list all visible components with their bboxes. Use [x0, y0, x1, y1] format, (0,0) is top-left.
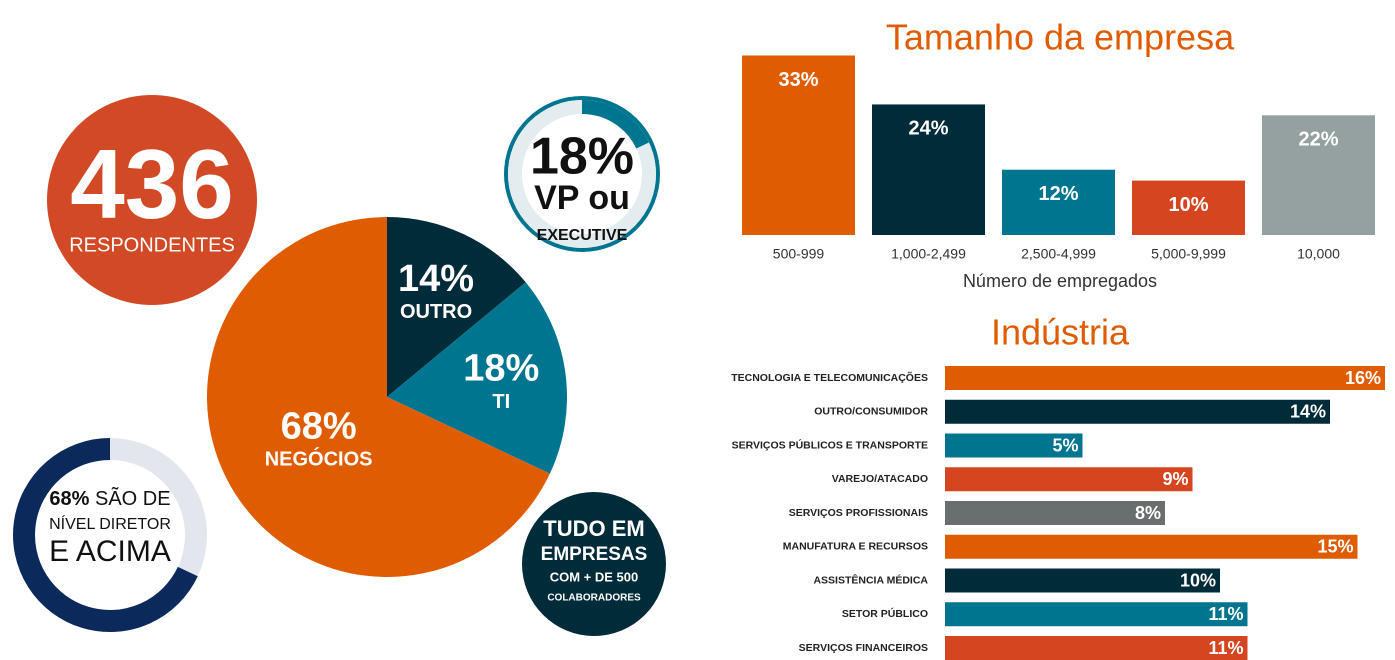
- pie-slice: [387, 282, 568, 474]
- bar: [945, 636, 1248, 660]
- y-tick-label: SERVIÇOS FINANCEIROS: [799, 642, 928, 654]
- bar: [945, 399, 1330, 424]
- bar: [945, 433, 1083, 458]
- donut-label: E ACIMA: [49, 535, 171, 568]
- bar-value: 10%: [1180, 570, 1216, 590]
- donut-value: 68%: [49, 488, 89, 510]
- y-tick-label: SERVIÇOS PROFISSIONAIS: [789, 507, 928, 519]
- bar: [742, 55, 855, 236]
- bar-value: 16%: [1345, 368, 1381, 388]
- bar-value: 24%: [908, 118, 948, 140]
- donut-value: 18%: [530, 128, 634, 186]
- chart-title: Indústria: [991, 312, 1130, 353]
- donut-rim: [504, 96, 660, 252]
- slice-label: OUTRO: [400, 301, 472, 323]
- note-line: COM + DE 500: [550, 569, 639, 584]
- slice-label: TI: [492, 391, 510, 413]
- bar: [1262, 115, 1375, 235]
- donut-label: NÍVEL DIRETOR: [49, 514, 171, 533]
- bar: [945, 534, 1358, 559]
- bar-value: 33%: [778, 69, 818, 91]
- bar: [945, 501, 1165, 525]
- bar-value: 22%: [1298, 129, 1338, 151]
- x-tick-label: 10,000: [1297, 246, 1340, 262]
- respondents-label: RESPONDENTES: [69, 234, 235, 256]
- donut-label: 68% SÃO DE: [49, 486, 170, 510]
- bar: [945, 366, 1385, 390]
- bar-value: 15%: [1317, 537, 1353, 557]
- x-axis-label: Número de empregados: [963, 271, 1157, 291]
- bar: [872, 104, 985, 235]
- donut-label: VP ou: [534, 179, 630, 217]
- bar-value: 14%: [1290, 402, 1326, 422]
- pie-slice: [387, 217, 526, 397]
- y-tick-label: SERVIÇOS PÚBLICOS E TRANSPORTE: [732, 438, 928, 451]
- x-tick-label: 500-999: [773, 246, 825, 262]
- chart-title: Tamanho da empresa: [886, 17, 1235, 58]
- y-tick-label: MANUFATURA E RECURSOS: [783, 541, 928, 553]
- y-tick-label: OUTRO/CONSUMIDOR: [814, 406, 928, 418]
- y-tick-label: TECNOLOGIA E TELECOMUNICAÇÕES: [731, 371, 928, 384]
- bar-value: 5%: [1052, 435, 1078, 455]
- slice-value: 18%: [463, 348, 539, 390]
- bar: [945, 467, 1193, 492]
- bar: [945, 602, 1248, 627]
- respondents-count: 436: [70, 129, 234, 239]
- pie-slice: [207, 216, 550, 577]
- x-tick-label: 2,500-4,999: [1021, 246, 1096, 262]
- donut-arc: [13, 438, 198, 632]
- bar-value: 12%: [1038, 183, 1078, 205]
- bar: [1132, 180, 1245, 235]
- slice-value: 68%: [281, 405, 357, 447]
- note-line: EMPRESAS: [541, 544, 648, 565]
- donut-arc: [581, 100, 649, 149]
- donut-label-line: SÃO DE: [95, 486, 171, 510]
- bar-value: 8%: [1135, 503, 1161, 523]
- y-tick-label: ASSISTÊNCIA MÉDICA: [813, 573, 928, 586]
- slice-label: NEGÓCIOS: [265, 447, 373, 471]
- bar: [1002, 169, 1115, 235]
- y-tick-label: SETOR PÚBLICO: [842, 607, 928, 620]
- note-circle: [522, 492, 666, 636]
- bar-value: 10%: [1168, 194, 1208, 216]
- note-line: COLABORADORES: [547, 593, 641, 604]
- y-tick-label: VAREJO/ATACADO: [832, 473, 928, 485]
- bar-value: 9%: [1162, 469, 1188, 489]
- bar-value: 11%: [1208, 604, 1243, 624]
- x-tick-label: 5,000-9,999: [1151, 246, 1226, 262]
- respondents-circle: [47, 95, 257, 305]
- x-tick-label: 1,000-2,499: [891, 246, 966, 262]
- slice-value: 14%: [398, 258, 474, 300]
- bar-value: 11%: [1208, 638, 1243, 658]
- note-line: TUDO EM: [543, 516, 644, 541]
- donut-label: EXECUTIVE: [537, 227, 628, 244]
- bar: [945, 568, 1220, 593]
